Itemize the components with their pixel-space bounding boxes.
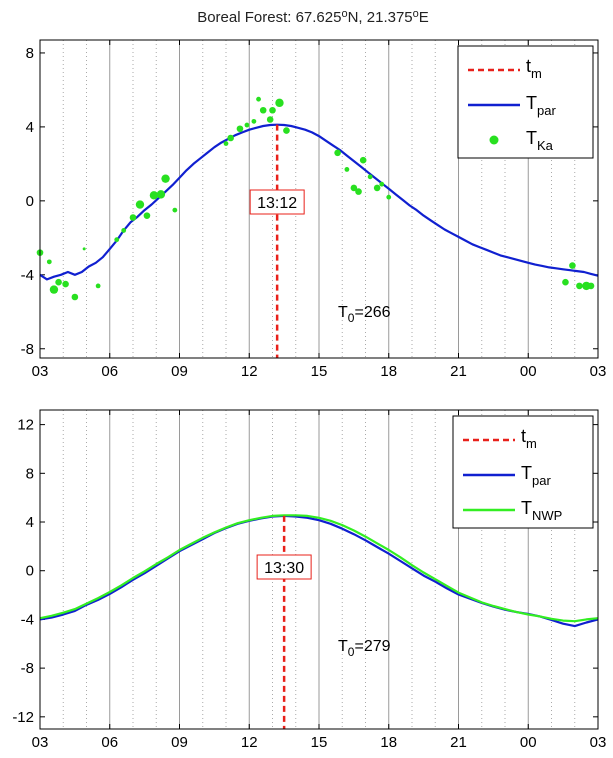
legend-label-t-m: tm — [526, 56, 542, 81]
x-tick-label: 15 — [311, 363, 328, 380]
bottom-panel: 03 06 09 12 15 18 21 00 03 -12 -8 -4 0 4 8 12 13:30 T0=27… — [12, 409, 607, 751]
scatter-point-t-ka — [355, 188, 362, 195]
x-tick-label: 15 — [311, 734, 328, 751]
figure-title: Boreal Forest: 67.625oN, 21.375oE — [197, 8, 429, 26]
x-tick-label: 06 — [101, 734, 118, 751]
y-tick-label: -8 — [21, 341, 34, 358]
t0-annotation: T0=279 — [338, 638, 391, 659]
scatter-point-t-ka — [587, 282, 595, 290]
y-tick-label: 12 — [17, 417, 34, 434]
legend-swatch-t-ka — [489, 135, 499, 145]
legend: tm Tpar TNWP — [452, 415, 594, 529]
legend-label-t-ka: TKa — [526, 128, 554, 153]
x-tick-label: 00 — [520, 363, 537, 380]
scatter-point-t-ka — [334, 149, 341, 157]
scatter-point-t-ka — [236, 125, 244, 133]
scatter-point-t-ka — [62, 280, 69, 288]
scatter-point-t-ka — [256, 96, 261, 102]
scatter-point-t-ka — [576, 282, 583, 290]
scatter-point-t-ka — [71, 293, 79, 301]
scatter-point-t-ka — [227, 134, 234, 142]
x-tick-label: 21 — [450, 734, 467, 751]
y-tick-label: 0 — [26, 193, 34, 210]
x-tick-label: 12 — [241, 363, 258, 380]
t-m-label: 13:12 — [257, 195, 297, 212]
y-tick-label: -12 — [12, 709, 34, 726]
scatter-point-t-ka — [344, 167, 350, 172]
y-tick-label: -8 — [21, 660, 34, 677]
scatter-point-t-ka — [172, 207, 178, 213]
x-tick-label: 09 — [171, 363, 188, 380]
scatter-point-t-ka — [379, 181, 385, 187]
scatter-point-t-ka — [373, 184, 381, 192]
scatter-point-t-ka — [251, 118, 257, 124]
x-tick-label: 03 — [32, 363, 49, 380]
scatter-point-t-ka — [55, 278, 62, 286]
scatter-point-t-ka — [129, 214, 137, 221]
t-m-label: 13:30 — [264, 560, 304, 577]
scatter-point-t-ka — [135, 200, 145, 209]
x-tick-label: 18 — [380, 363, 397, 380]
scatter-point-t-ka — [283, 127, 290, 134]
scatter-point-t-ka — [149, 191, 159, 200]
y-tick-label: 0 — [26, 563, 34, 580]
scatter-point-t-ka — [244, 122, 250, 128]
scatter-point-t-ka — [259, 106, 267, 114]
scatter-point-t-ka — [562, 278, 569, 286]
scatter-point-t-ka — [49, 285, 59, 294]
y-tick-label: 4 — [26, 119, 34, 136]
scatter-point-t-ka — [386, 194, 392, 200]
scatter-point-t-ka — [46, 259, 52, 265]
y-tick-label: 4 — [26, 514, 34, 531]
t-m-label-box — [256, 554, 312, 580]
x-tick-label: 06 — [101, 363, 118, 380]
scatter-point-t-ka — [95, 283, 101, 289]
scatter-point-t-ka — [223, 141, 229, 146]
y-tick-label: 8 — [26, 45, 34, 62]
scatter-point-t-ka — [266, 116, 274, 123]
scatter-point-t-ka — [367, 174, 373, 180]
scatter-point-t-ka — [161, 174, 170, 183]
x-tick-label: 03 — [590, 734, 607, 751]
x-tick-label: 03 — [590, 363, 607, 380]
axes-frame — [39, 39, 599, 359]
axes-frame — [39, 409, 599, 730]
y-tick-label: -4 — [21, 267, 34, 284]
t0-annotation: T0=266 — [338, 304, 391, 325]
x-tick-label: 18 — [380, 734, 397, 751]
scatter-point-t-ka — [114, 237, 120, 243]
scatter-point-t-ka — [121, 228, 127, 233]
scatter-point-t-ka — [269, 106, 276, 114]
legend: tm Tpar TKa — [457, 45, 594, 159]
scatter-point-t-ka — [569, 262, 576, 269]
x-tick-label: 03 — [32, 734, 49, 751]
legend-box — [457, 45, 594, 159]
x-tick-label: 00 — [520, 734, 537, 751]
t-m-label-box — [249, 189, 305, 215]
legend-label-t-par: Tpar — [526, 93, 556, 118]
scatter-point-t-ka — [82, 247, 86, 251]
x-tick-label: 12 — [241, 734, 258, 751]
y-tick-label: 8 — [26, 465, 34, 482]
legend-label-t-m: tm — [521, 426, 537, 451]
scatter-point-t-ka — [350, 184, 358, 192]
series-line-t-nwp — [39, 514, 599, 623]
scatter-point-t-ka — [156, 190, 166, 199]
top-panel: 03 06 09 12 15 18 21 00 03 -8 -4 0 4 8 13:12 T0=266 tm Tp… — [21, 39, 607, 380]
legend-label-t-par: Tpar — [521, 463, 551, 488]
scatter-point-t-ka — [143, 212, 151, 219]
scatter-point-t-ka — [359, 156, 367, 164]
legend-label-t-nwp: TNWP — [521, 498, 562, 523]
scatter-point-t-ka — [275, 98, 284, 108]
y-tick-label: -4 — [21, 611, 34, 628]
x-tick-label: 21 — [450, 363, 467, 380]
scatter-point-t-ka — [582, 281, 591, 291]
x-tick-label: 09 — [171, 734, 188, 751]
